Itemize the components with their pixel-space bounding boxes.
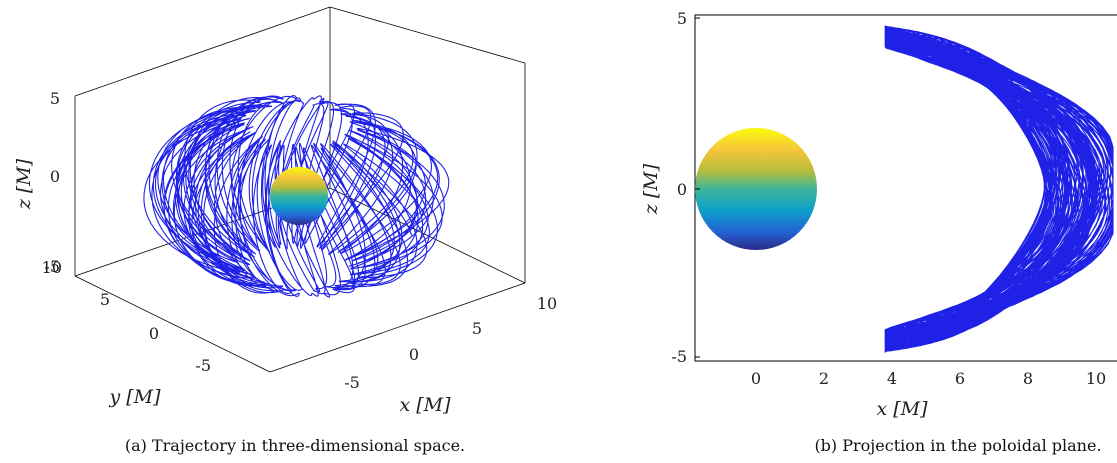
panel-b-axes-box bbox=[694, 14, 1117, 362]
panel-a-trajectory-curve bbox=[143, 95, 450, 298]
panel-b-xlabel: x [M] bbox=[876, 398, 928, 420]
panel-b-x-ticks: 0 2 4 6 8 10 bbox=[751, 369, 1106, 388]
panel-b-ytick: -5 bbox=[671, 347, 687, 366]
panel-a: 5 0 -5 10 5 0 -5 -5 0 5 10 z [M] y [M] x… bbox=[13, 6, 557, 455]
panel-b-black-hole-sphere bbox=[695, 128, 817, 250]
panel-a-trajectory bbox=[143, 95, 450, 298]
panel-a-ytick: 10 bbox=[42, 258, 62, 277]
panel-a-ztick: -5 bbox=[44, 257, 60, 276]
panel-b-xtick: 10 bbox=[1086, 369, 1106, 388]
panel-b-ylabel: z [M] bbox=[640, 163, 662, 215]
panel-b-xtick: 8 bbox=[1023, 369, 1033, 388]
panel-b-xtick: 2 bbox=[819, 369, 829, 388]
panel-a-box-floor-back bbox=[74, 187, 526, 284]
panel-b-xtick: 4 bbox=[887, 369, 897, 388]
panel-a-ztick: 0 bbox=[50, 167, 60, 186]
panel-a-xtick: -5 bbox=[344, 373, 360, 392]
panel-a-xtick: 10 bbox=[537, 294, 557, 313]
panel-b-trajectory bbox=[884, 25, 1114, 353]
panel-a-ytick: 0 bbox=[149, 324, 159, 343]
panel-a-y-axis bbox=[74, 275, 271, 373]
panel-a-ytick: -5 bbox=[195, 356, 211, 375]
panel-a-x-axis bbox=[269, 282, 526, 373]
panel-a-xlabel: x [M] bbox=[399, 394, 451, 416]
panel-a-x-ticks: -5 0 5 10 bbox=[344, 294, 557, 392]
panel-a-ytick: 5 bbox=[100, 290, 110, 309]
panel-b: 5 0 -5 0 2 4 6 8 10 z [M] x [M] (b) Proj… bbox=[640, 9, 1117, 455]
panel-a-y-ticks: 10 5 0 -5 bbox=[42, 258, 211, 375]
panel-a-xtick: 5 bbox=[472, 319, 482, 338]
panel-a-z-ticks: 5 0 -5 bbox=[44, 89, 60, 276]
panel-a-box-back bbox=[74, 6, 526, 283]
panel-a-zlabel: z [M] bbox=[13, 158, 35, 210]
panel-a-caption: (a) Trajectory in three-dimensional spac… bbox=[125, 436, 465, 455]
panel-a-xtick: 0 bbox=[409, 345, 419, 364]
panel-b-trajectory-curve bbox=[884, 25, 1114, 353]
panel-b-xtick: 6 bbox=[955, 369, 965, 388]
panel-a-box bbox=[74, 6, 526, 373]
panel-a-ylabel: y [M] bbox=[108, 386, 161, 408]
panel-b-ytick: 0 bbox=[677, 180, 687, 199]
panel-a-ztick: 5 bbox=[50, 89, 60, 108]
panel-b-ytick: 5 bbox=[677, 9, 687, 28]
panel-b-caption: (b) Projection in the poloidal plane. bbox=[814, 436, 1101, 455]
panel-b-y-ticks: 5 0 -5 bbox=[671, 9, 700, 366]
panel-b-xtick: 0 bbox=[751, 369, 761, 388]
panel-a-black-hole-sphere bbox=[270, 167, 328, 225]
